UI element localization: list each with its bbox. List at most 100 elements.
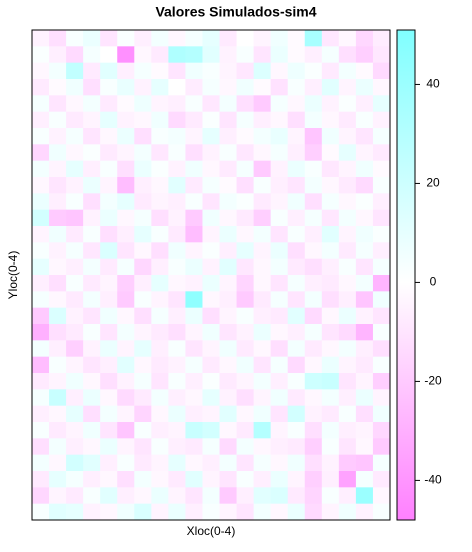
cell bbox=[355, 389, 374, 407]
cell bbox=[253, 340, 272, 358]
cell bbox=[236, 291, 255, 309]
cell bbox=[100, 209, 118, 227]
cell bbox=[321, 471, 340, 488]
cell bbox=[100, 405, 118, 423]
chart-title: Valores Simulados-sim4 bbox=[155, 4, 316, 20]
cell bbox=[151, 422, 169, 439]
cell bbox=[66, 258, 84, 276]
cell bbox=[287, 242, 306, 260]
cell bbox=[151, 373, 169, 390]
cell bbox=[304, 389, 323, 407]
cell bbox=[83, 62, 101, 80]
cell bbox=[236, 209, 255, 227]
cell bbox=[304, 209, 323, 227]
cell bbox=[270, 275, 289, 292]
cell bbox=[83, 438, 101, 456]
cell bbox=[117, 95, 135, 113]
cell bbox=[134, 487, 152, 505]
cell bbox=[270, 307, 289, 325]
cell bbox=[185, 193, 203, 211]
cell bbox=[117, 487, 135, 505]
cell bbox=[236, 340, 255, 358]
cell bbox=[219, 79, 237, 96]
cell bbox=[270, 46, 289, 64]
cell bbox=[304, 405, 323, 423]
cell bbox=[185, 340, 203, 358]
cell bbox=[66, 422, 84, 439]
cell bbox=[270, 226, 289, 243]
cell bbox=[287, 62, 306, 80]
cell bbox=[100, 258, 118, 276]
cell bbox=[117, 79, 135, 96]
cell bbox=[321, 160, 340, 178]
cell bbox=[66, 193, 84, 211]
cell bbox=[304, 144, 323, 162]
cell bbox=[321, 193, 340, 211]
cell bbox=[372, 454, 391, 472]
cell bbox=[151, 209, 169, 227]
cell bbox=[134, 128, 152, 145]
cell bbox=[117, 389, 135, 407]
cell bbox=[117, 258, 135, 276]
cell bbox=[185, 144, 203, 162]
cell bbox=[287, 46, 306, 64]
cell bbox=[100, 389, 118, 407]
cell bbox=[168, 307, 186, 325]
colorbar-tick-label: 40 bbox=[426, 77, 440, 91]
cell bbox=[66, 177, 84, 194]
cell bbox=[321, 291, 340, 309]
cell bbox=[355, 356, 374, 374]
cell bbox=[219, 95, 237, 113]
cell bbox=[270, 160, 289, 178]
colorbar-tick-label: -40 bbox=[424, 473, 442, 487]
cell bbox=[287, 128, 306, 145]
cell bbox=[134, 373, 152, 390]
cell bbox=[287, 340, 306, 358]
cell bbox=[321, 242, 340, 260]
cell bbox=[372, 111, 391, 129]
cell bbox=[134, 46, 152, 64]
cell bbox=[66, 487, 84, 505]
cell bbox=[66, 144, 84, 162]
cell bbox=[32, 422, 50, 439]
cell bbox=[202, 209, 220, 227]
cell bbox=[117, 226, 135, 243]
cell bbox=[304, 454, 323, 472]
cell bbox=[32, 128, 50, 145]
cell bbox=[49, 438, 67, 456]
cell bbox=[83, 160, 101, 178]
cell bbox=[338, 242, 357, 260]
cell bbox=[202, 291, 220, 309]
cell bbox=[236, 258, 255, 276]
cell bbox=[287, 389, 306, 407]
cell bbox=[287, 503, 306, 521]
cell bbox=[304, 193, 323, 211]
cell bbox=[304, 438, 323, 456]
cell bbox=[151, 258, 169, 276]
cell bbox=[66, 291, 84, 309]
cell bbox=[372, 373, 391, 390]
cell bbox=[168, 95, 186, 113]
cell bbox=[270, 356, 289, 374]
cell bbox=[202, 30, 220, 47]
cell bbox=[134, 30, 152, 47]
cell bbox=[355, 111, 374, 129]
cell bbox=[83, 405, 101, 423]
cell bbox=[134, 471, 152, 488]
cell bbox=[32, 405, 50, 423]
cell bbox=[49, 128, 67, 145]
cell bbox=[202, 307, 220, 325]
cell bbox=[219, 62, 237, 80]
cell bbox=[219, 30, 237, 47]
cell bbox=[321, 356, 340, 374]
cell bbox=[117, 193, 135, 211]
cell bbox=[304, 422, 323, 439]
cell bbox=[168, 144, 186, 162]
cell bbox=[219, 177, 237, 194]
cell bbox=[168, 177, 186, 194]
cell bbox=[151, 487, 169, 505]
cell bbox=[338, 324, 357, 341]
cell bbox=[236, 422, 255, 439]
cell bbox=[372, 503, 391, 521]
cell bbox=[236, 324, 255, 341]
